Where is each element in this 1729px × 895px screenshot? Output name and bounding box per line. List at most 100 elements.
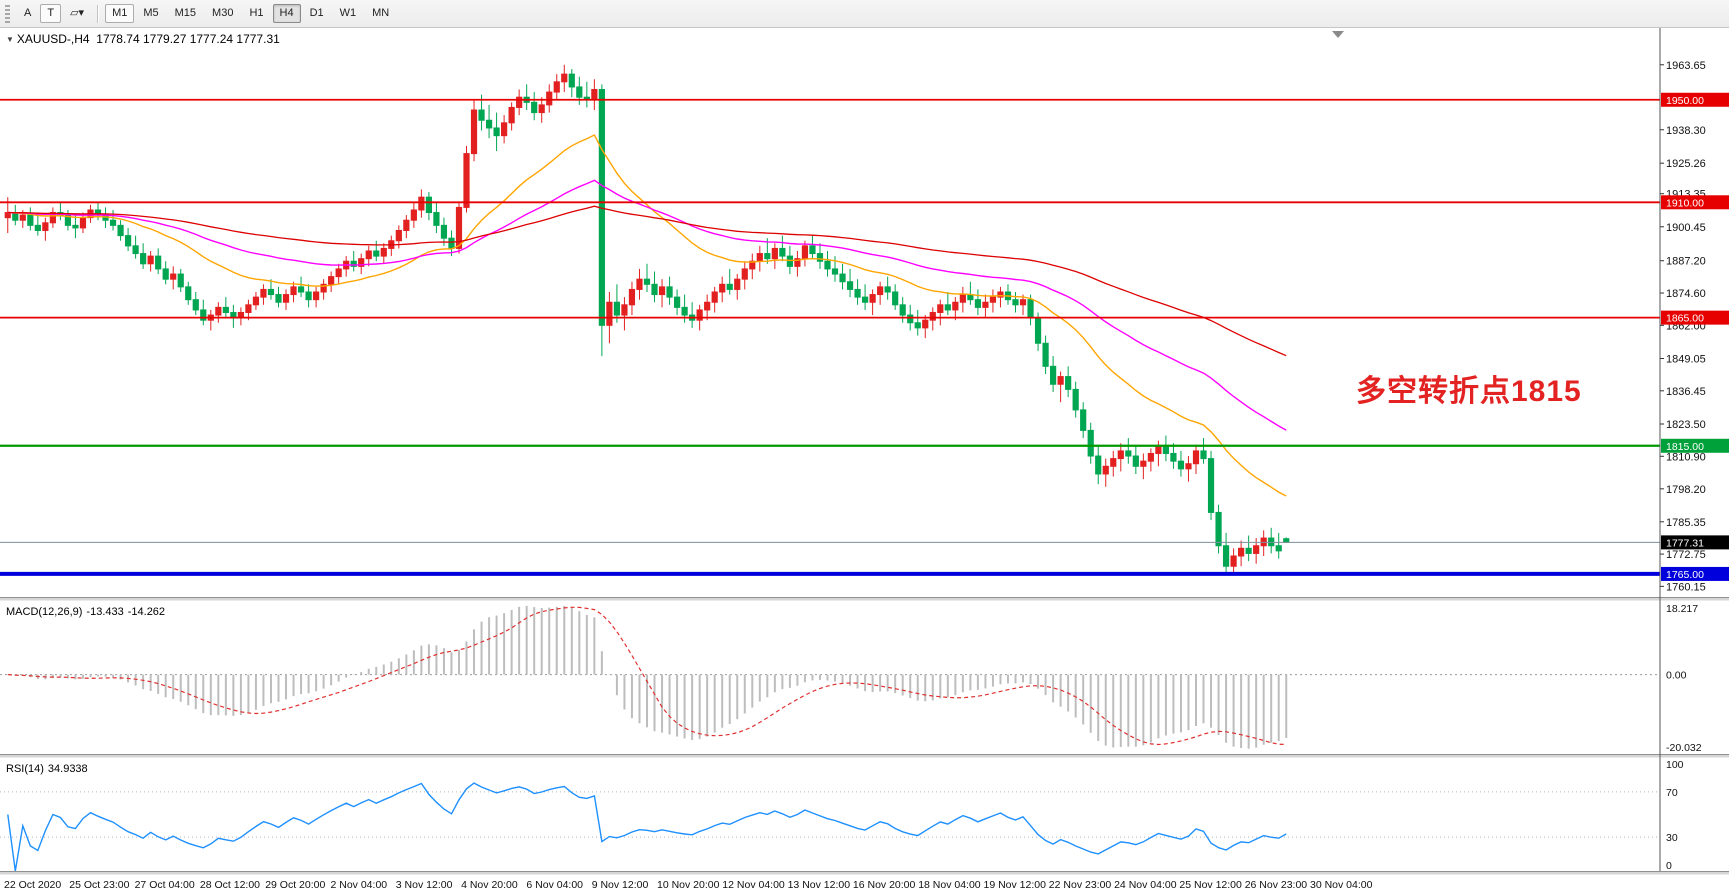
rsi-axis-30: 30 [1666, 832, 1678, 844]
candle [914, 322, 921, 329]
time-axis-label: 28 Oct 12:00 [200, 879, 260, 891]
price-axis-label: 1760.15 [1666, 581, 1706, 593]
time-axis-label: 30 Nov 04:00 [1310, 879, 1373, 891]
shapes-dropdown-button[interactable]: ▱▾ [63, 4, 91, 23]
candle [1110, 458, 1117, 467]
candle [140, 253, 147, 265]
price-tag-label: 1950.00 [1666, 95, 1704, 107]
candle [1140, 460, 1147, 467]
timeframe-button-mn[interactable]: MN [365, 4, 396, 23]
candle [493, 127, 500, 137]
candle [1283, 538, 1290, 543]
candle [1230, 555, 1237, 567]
price-tag-label: 1765.00 [1666, 569, 1704, 581]
candle [831, 268, 839, 275]
timeframe-button-m5[interactable]: M5 [136, 4, 165, 23]
candle [1125, 450, 1132, 457]
timeframe-button-w1[interactable]: W1 [333, 4, 364, 23]
rsi-axis-0: 0 [1666, 860, 1672, 872]
candle [869, 294, 876, 303]
collapse-arrow-icon[interactable]: ▼ [6, 35, 14, 44]
text-tool-button[interactable]: T [40, 4, 62, 23]
candle [576, 86, 583, 98]
candle [425, 196, 433, 214]
timeframe-button-h1[interactable]: H1 [242, 4, 270, 23]
price-tag [1661, 438, 1729, 453]
candle [1012, 299, 1019, 306]
candle [373, 250, 380, 257]
time-axis-label: 24 Nov 04:00 [1114, 879, 1177, 891]
text-label-tool-button[interactable]: A [17, 4, 38, 23]
time-axis-label: 25 Nov 12:00 [1179, 879, 1242, 891]
ohlc-readout: 1778.74 1779.27 1777.24 1777.31 [96, 32, 280, 46]
candle [794, 258, 801, 267]
pane-separator [0, 597, 1729, 601]
candle [320, 283, 327, 293]
toolbar-grip[interactable] [5, 4, 10, 23]
timeframe-button-h4[interactable]: H4 [272, 4, 301, 23]
candle [779, 247, 786, 257]
candle [478, 109, 485, 121]
price-tag [1661, 92, 1729, 107]
macd-name: MACD(12,26,9) [6, 606, 83, 618]
candle [42, 222, 49, 231]
price-axis-label: 1810.90 [1666, 451, 1706, 463]
time-axis-label: 22 Oct 2020 [4, 879, 61, 891]
candle [1222, 545, 1230, 567]
rsi-indicator-label: RSI(14) 34.9338 [6, 763, 92, 775]
price-tag [1661, 310, 1729, 325]
candle [982, 301, 989, 308]
candle [892, 291, 899, 306]
candle [147, 255, 154, 265]
candle [508, 106, 515, 124]
candle [177, 273, 184, 288]
candle [1275, 545, 1282, 552]
candle [403, 219, 410, 231]
timeframe-button-d1[interactable]: D1 [303, 4, 331, 23]
candle [1080, 409, 1087, 431]
timeframe-button-m15[interactable]: M15 [168, 4, 203, 23]
ma-mid-magenta [7, 179, 1287, 431]
candle [1200, 450, 1207, 460]
candle [734, 278, 741, 290]
price-tag [1661, 195, 1729, 210]
macd-axis-max: 18.217 [1666, 603, 1698, 615]
candle [1034, 317, 1042, 344]
price-axis-label: 1785.35 [1666, 517, 1706, 529]
candle [937, 304, 944, 314]
candle [681, 306, 688, 316]
candle [215, 306, 222, 316]
candle [109, 219, 117, 226]
pane-separator [0, 871, 1729, 875]
candle [350, 260, 357, 267]
timeframe-button-m1[interactable]: M1 [105, 4, 135, 23]
symbol-period-label: XAUUSD-,H4 [16, 32, 90, 46]
candle [162, 268, 169, 280]
rsi-axis-70: 70 [1666, 787, 1678, 799]
candle [365, 250, 372, 260]
candle [27, 214, 34, 226]
candle [380, 247, 387, 257]
candle [501, 122, 508, 137]
candle [658, 286, 666, 296]
macd-value-signal: -14.262 [127, 606, 166, 618]
candle [1177, 460, 1185, 470]
rsi-line [7, 782, 1287, 872]
candle [621, 304, 628, 316]
chart-canvas[interactable]: 1963.651938.301925.261913.351900.451887.… [0, 28, 1729, 895]
macd-axis-min: -20.032 [1666, 742, 1702, 754]
candle [132, 245, 139, 255]
ma-fast-orange [7, 134, 1287, 497]
time-axis-label: 6 Nov 04:00 [526, 879, 583, 891]
price-axis-label: 1887.20 [1666, 256, 1706, 268]
timeframe-button-m30[interactable]: M30 [205, 4, 240, 23]
candle [568, 73, 575, 88]
time-axis-label: 13 Nov 12:00 [788, 879, 851, 891]
time-axis-label: 29 Oct 20:00 [265, 879, 325, 891]
candle [297, 286, 305, 293]
chart-annotation-text[interactable]: 多空转折点1815 [1356, 375, 1582, 408]
candle [455, 206, 463, 249]
candle [1155, 445, 1162, 454]
candle [34, 224, 41, 231]
candle [448, 237, 455, 249]
